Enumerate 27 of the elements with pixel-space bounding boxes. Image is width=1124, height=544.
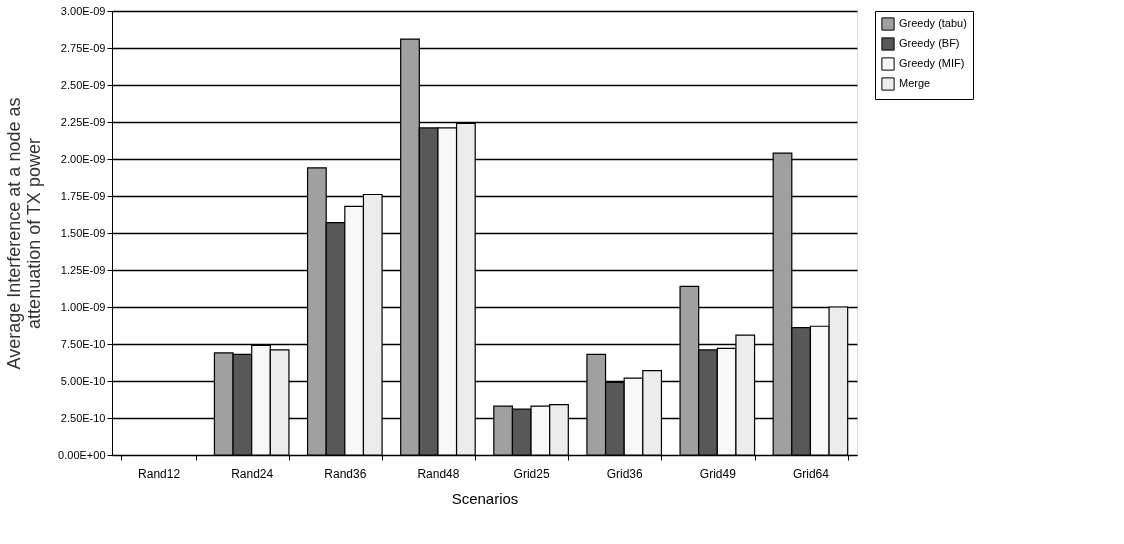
y-tick-label: 0.00E+00: [58, 448, 106, 461]
y-tick-label: 2.25E-09: [60, 115, 106, 128]
legend-label: Merge: [899, 77, 931, 89]
legend-label: Greedy (BF): [899, 37, 960, 49]
x-tick-label: Rand12: [138, 466, 181, 481]
y-tick-label: 1.25E-09: [60, 263, 106, 276]
y-tick-label: 3.00E-09: [60, 4, 106, 17]
x-tick-label: Rand48: [417, 466, 460, 481]
y-tick-label: 2.75E-09: [60, 41, 106, 54]
y-tick-label: 1.50E-09: [60, 226, 106, 239]
legend-label: Greedy (MIF): [899, 57, 965, 69]
y-tick-label: 1.00E-09: [60, 300, 106, 313]
x-axis-title: Scenarios: [451, 489, 519, 507]
y-tick-label: 2.50E-09: [60, 78, 106, 91]
y-axis-title: Average Interference at a node as attenuation of TX power: [4, 97, 45, 370]
legend-label: Greedy (tabu): [899, 17, 967, 29]
x-tick-label: Grid64: [792, 466, 830, 481]
y-tick-label: 2.50E-10: [60, 411, 106, 424]
x-tick-label: Rand24: [231, 466, 274, 481]
x-tick-label: Grid36: [606, 466, 644, 481]
y-tick-label: 7.50E-10: [60, 337, 106, 350]
x-tick-label: Grid25: [513, 466, 550, 481]
y-tick-label: 2.00E-09: [60, 152, 106, 165]
y-tick-label: 1.75E-09: [60, 189, 106, 202]
x-tick-label: Grid49: [699, 466, 737, 481]
x-tick-label: Rand36: [324, 466, 367, 481]
y-tick-label: 5.00E-10: [60, 374, 106, 387]
